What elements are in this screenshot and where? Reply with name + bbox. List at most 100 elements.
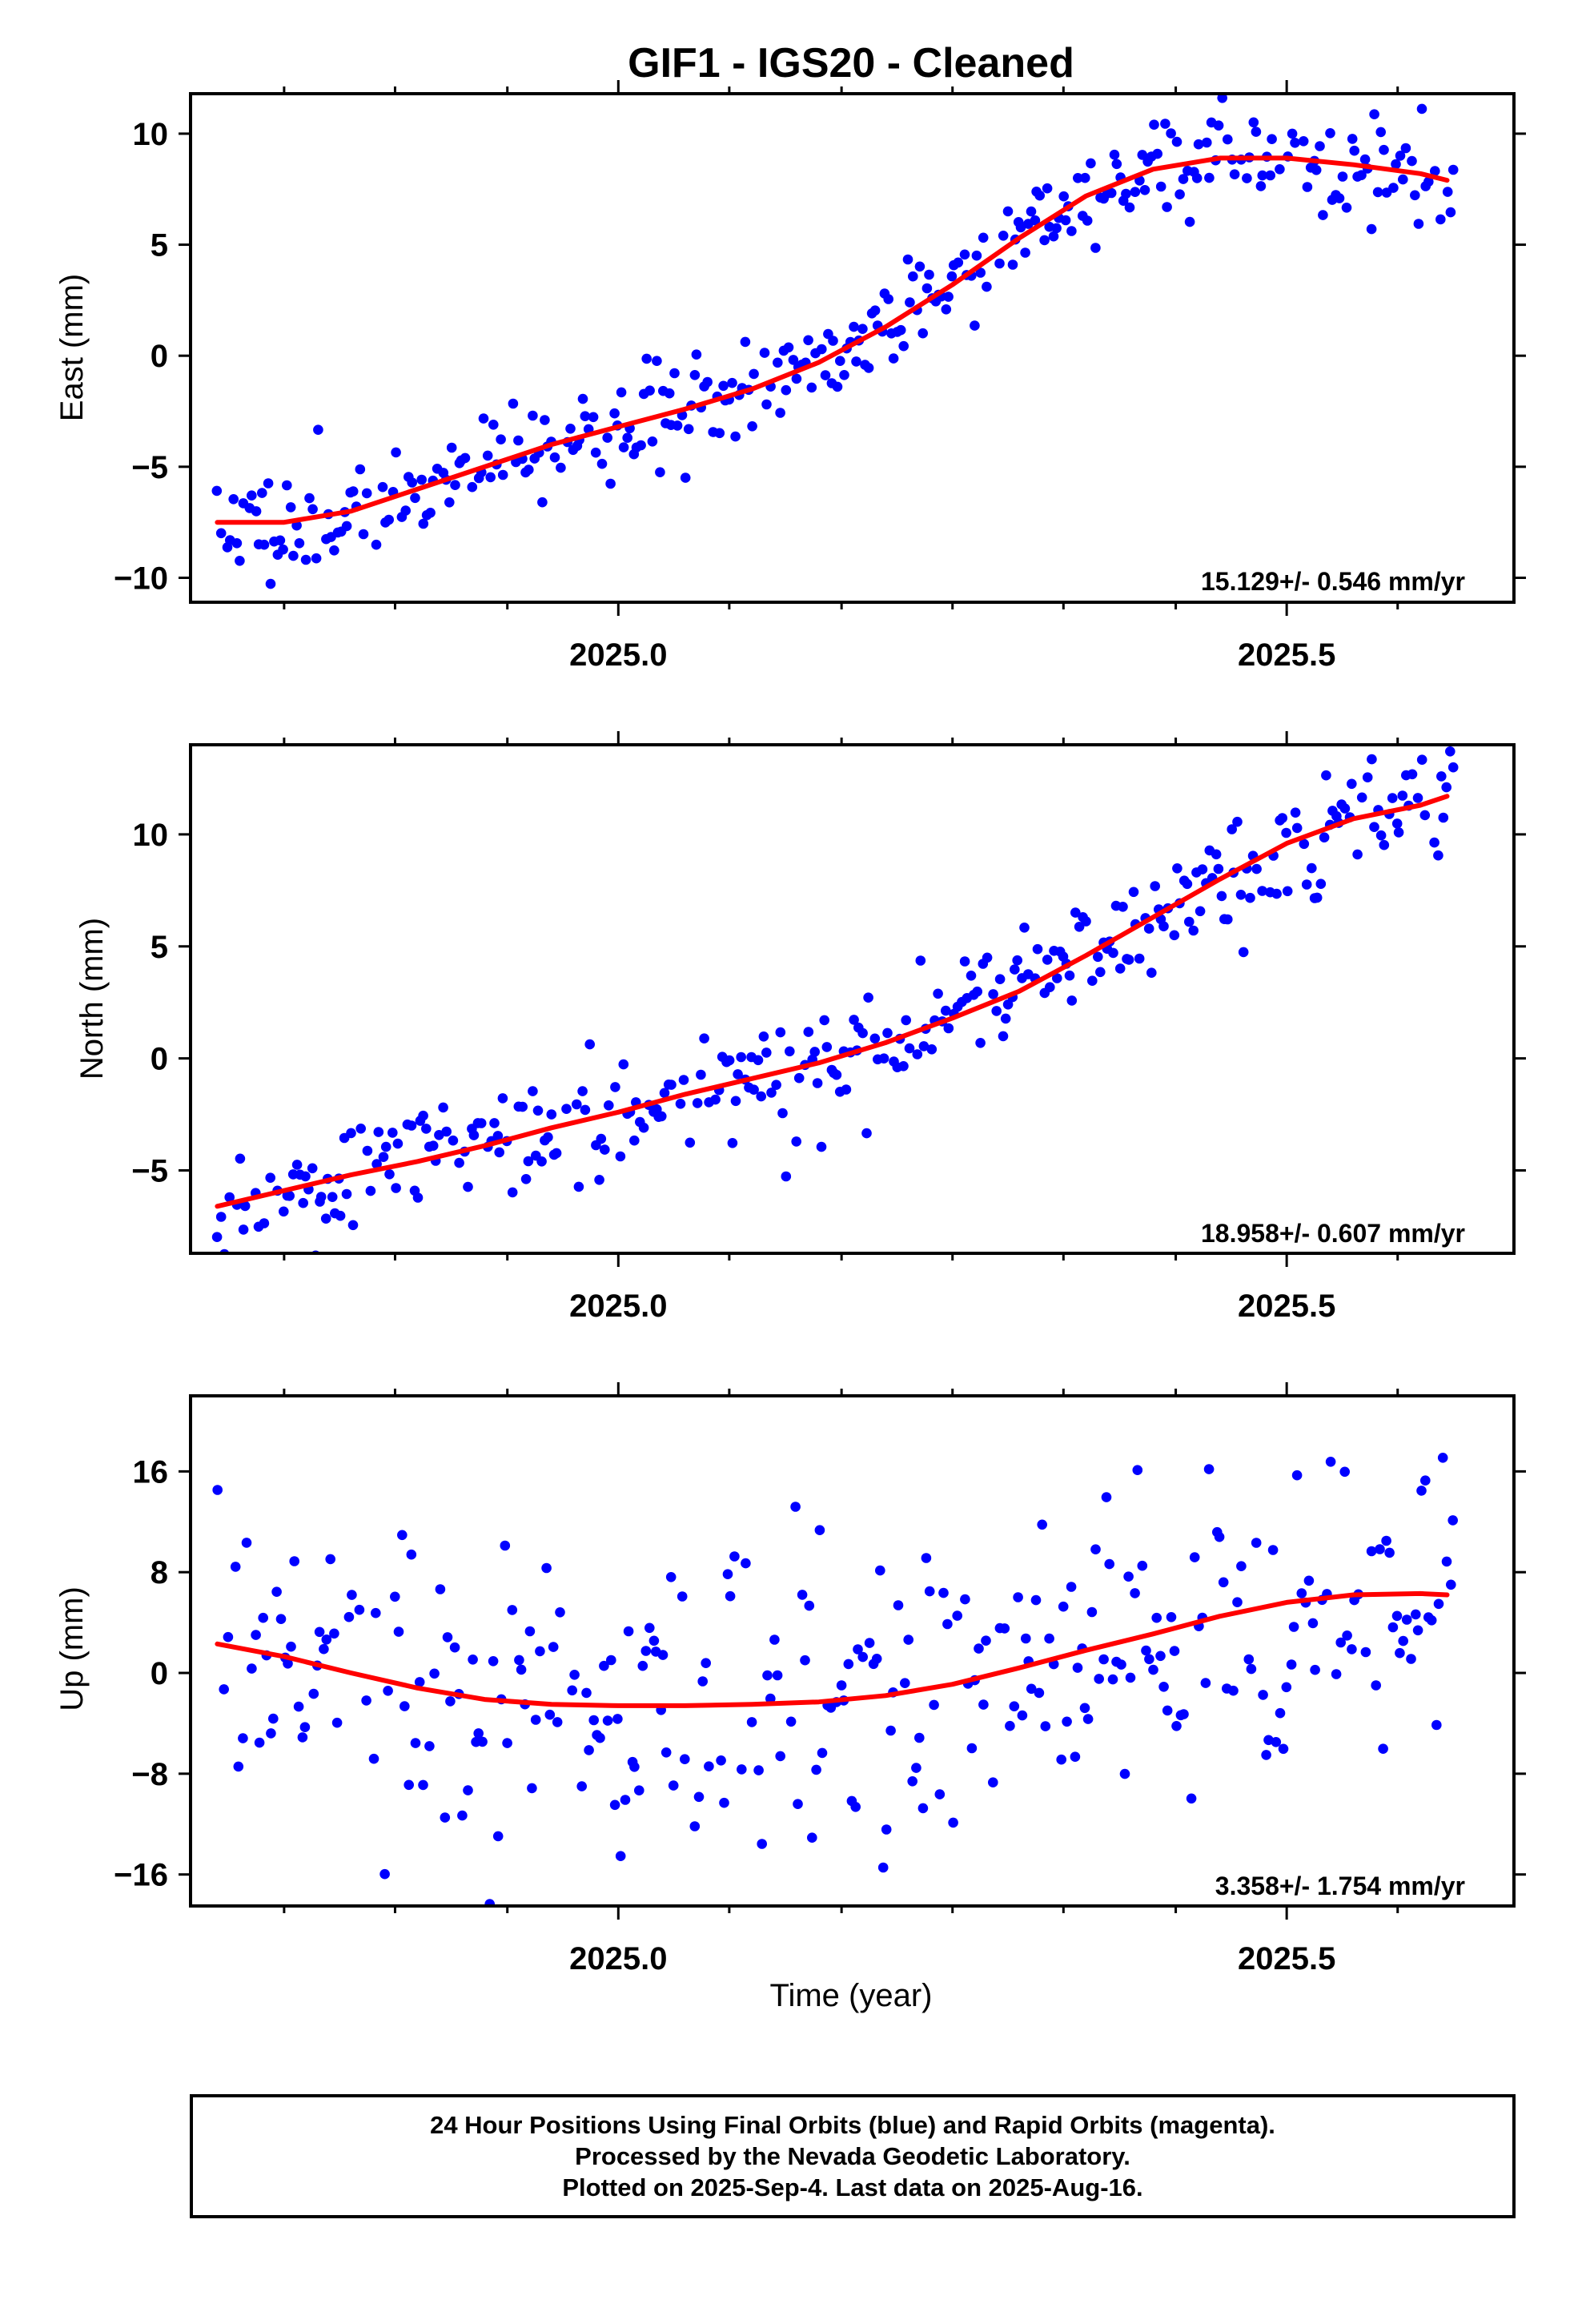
north-point xyxy=(656,1111,667,1122)
east-point xyxy=(828,336,838,346)
east-point xyxy=(1137,150,1148,160)
north-point xyxy=(1245,892,1255,903)
up-point xyxy=(1391,1610,1403,1622)
east-point xyxy=(806,382,817,393)
north-point xyxy=(1019,923,1030,933)
up-point xyxy=(1251,1538,1262,1548)
north-point xyxy=(1066,995,1078,1006)
east-point xyxy=(1442,187,1453,197)
east-point xyxy=(1435,214,1446,225)
east-xtick-label: 2025.5 xyxy=(1238,637,1335,673)
up-point xyxy=(725,1590,736,1602)
east-point xyxy=(524,464,534,475)
east-point xyxy=(1388,183,1399,193)
up-point xyxy=(1056,1754,1066,1765)
north-point xyxy=(1362,772,1373,782)
north-point xyxy=(915,955,926,966)
east-point xyxy=(1155,181,1166,192)
up-point xyxy=(361,1695,371,1706)
north-point xyxy=(362,1145,373,1156)
up-point xyxy=(1420,1475,1431,1486)
up-point xyxy=(308,1688,319,1699)
east-point xyxy=(1257,170,1268,181)
up-point xyxy=(492,1831,504,1842)
east-ytick-label: 0 xyxy=(151,339,168,374)
east-point xyxy=(1229,169,1240,179)
up-point xyxy=(637,1660,648,1671)
north-point xyxy=(298,1197,309,1208)
north-point xyxy=(1441,782,1452,793)
north-point xyxy=(1238,947,1249,958)
up-point xyxy=(1347,1644,1357,1655)
east-point xyxy=(730,431,741,442)
north-ytick-label: 5 xyxy=(151,930,168,965)
north-point xyxy=(610,1082,620,1092)
north-point xyxy=(1235,890,1247,900)
up-point xyxy=(1387,1622,1399,1633)
north-point xyxy=(696,1069,706,1080)
north-point xyxy=(248,1256,259,1267)
up-point xyxy=(914,1732,925,1743)
north-point xyxy=(998,1031,1009,1042)
east-point xyxy=(647,436,658,447)
north-point xyxy=(391,1183,401,1193)
north-point xyxy=(615,1151,626,1162)
east-point xyxy=(263,478,274,489)
up-point xyxy=(620,1795,631,1805)
up-point xyxy=(1342,1630,1352,1641)
east-point xyxy=(1255,181,1267,191)
east-plot-area: −10 −5 0 5 10 2025.0 2025.5 xyxy=(114,80,1526,673)
up-point xyxy=(440,1812,451,1823)
north-point xyxy=(1375,830,1387,841)
east-point xyxy=(275,535,286,546)
up-point xyxy=(266,1728,276,1739)
up-point xyxy=(576,1781,587,1791)
east-fit-line xyxy=(215,155,1450,525)
up-point xyxy=(1107,1674,1118,1685)
up-point xyxy=(1447,1515,1458,1526)
up-point xyxy=(871,1654,882,1664)
north-ytick-label: 0 xyxy=(151,1042,168,1077)
north-point xyxy=(1223,914,1233,925)
up-ytick-label: −16 xyxy=(114,1858,168,1893)
north-point xyxy=(699,1033,709,1043)
east-point xyxy=(1341,202,1352,213)
east-point xyxy=(1007,259,1018,270)
east-point xyxy=(908,271,918,282)
east-point xyxy=(702,376,713,388)
east-point xyxy=(580,411,591,421)
north-point xyxy=(988,989,998,999)
north-point xyxy=(678,1075,689,1085)
up-point xyxy=(1101,1492,1112,1502)
up-point xyxy=(1079,1703,1090,1714)
up-point xyxy=(1228,1685,1239,1696)
north-point xyxy=(1197,864,1208,875)
north-point xyxy=(869,1033,881,1044)
north-point xyxy=(1010,964,1020,975)
up-point xyxy=(502,1738,512,1748)
up-point xyxy=(1366,1546,1377,1557)
east-points xyxy=(211,94,1459,589)
north-point xyxy=(933,988,943,999)
east-point xyxy=(1073,173,1083,183)
up-point xyxy=(1130,1588,1140,1598)
east-point xyxy=(1447,164,1459,175)
panel-up: −16 −8 0 8 16 2025.0 2025.5 Up (mm) 3.358+/- 1… xyxy=(54,1382,1526,2013)
north-point xyxy=(1081,916,1091,927)
north-point xyxy=(1093,951,1103,963)
north-point xyxy=(1419,810,1431,821)
north-point xyxy=(758,1031,769,1042)
north-point xyxy=(1108,947,1118,959)
up-point xyxy=(1104,1558,1114,1570)
north-point xyxy=(380,1141,391,1152)
east-point xyxy=(1034,190,1045,201)
north-point xyxy=(857,1027,868,1039)
north-rate-label: 18.958+/- 0.607 mm/yr xyxy=(1201,1219,1465,1248)
up-point xyxy=(1151,1612,1162,1623)
north-point xyxy=(528,1086,538,1096)
east-point xyxy=(803,335,813,346)
up-point xyxy=(900,1678,910,1688)
east-point xyxy=(718,380,729,392)
east-point xyxy=(1058,191,1069,202)
north-point xyxy=(803,1027,814,1037)
